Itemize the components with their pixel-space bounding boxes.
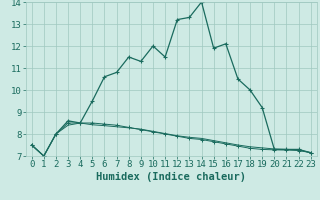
X-axis label: Humidex (Indice chaleur): Humidex (Indice chaleur) [96,172,246,182]
